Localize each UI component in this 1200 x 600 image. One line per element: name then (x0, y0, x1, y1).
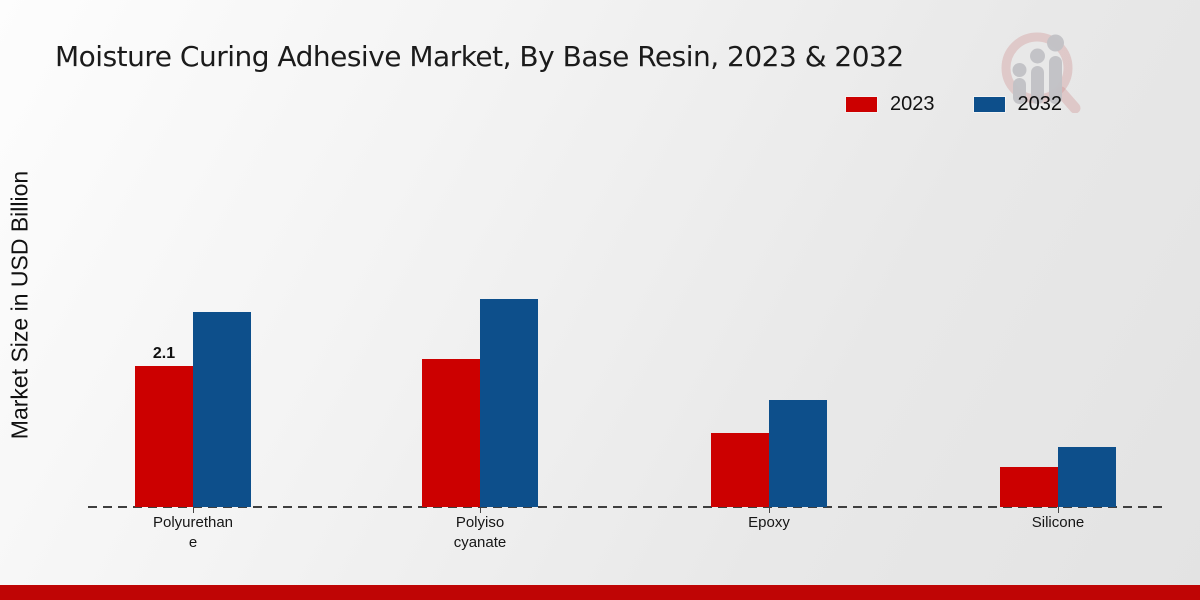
legend-label-2023: 2023 (890, 93, 935, 115)
bar-2023-polyurethane (135, 366, 193, 507)
category-label-polyisocyanate: Polyiso cyanate (453, 514, 507, 551)
bar-2023-silicone (1000, 467, 1058, 507)
bar-2023-epoxy (711, 433, 769, 507)
category-label-polyurethane: Polyurethan e (152, 514, 234, 551)
footer-accent-bar (0, 585, 1200, 600)
legend-item-2032: 2032 (972, 93, 1063, 116)
bar-2023-polyisocyanate (422, 359, 480, 507)
bar-2032-epoxy (769, 400, 827, 507)
bar-2032-silicone (1058, 447, 1116, 507)
bar-value-label: 2.1 (152, 345, 176, 362)
bar-2032-polyisocyanate (480, 299, 538, 507)
legend: 2023 2032 (845, 93, 1062, 116)
legend-item-2023: 2023 (845, 93, 935, 116)
category-label-silicone: Silicone (1031, 514, 1085, 531)
legend-label-2032: 2032 (1017, 93, 1063, 115)
x-axis-tick-polyisocyanate (480, 507, 481, 513)
x-axis-tick-silicone (1058, 507, 1059, 513)
x-axis-line (88, 506, 1166, 508)
legend-swatch-2023 (845, 96, 878, 113)
x-axis-tick-polyurethane (193, 507, 194, 513)
magnifier-growth-chart-logo-icon (1001, 32, 1081, 113)
legend-swatch-2032 (972, 96, 1006, 113)
x-axis-tick-epoxy (769, 507, 770, 513)
chart-title: Moisture Curing Adhesive Market, By Base… (55, 40, 904, 73)
category-label-epoxy: Epoxy (748, 514, 790, 531)
bar-2032-polyurethane (193, 312, 251, 507)
